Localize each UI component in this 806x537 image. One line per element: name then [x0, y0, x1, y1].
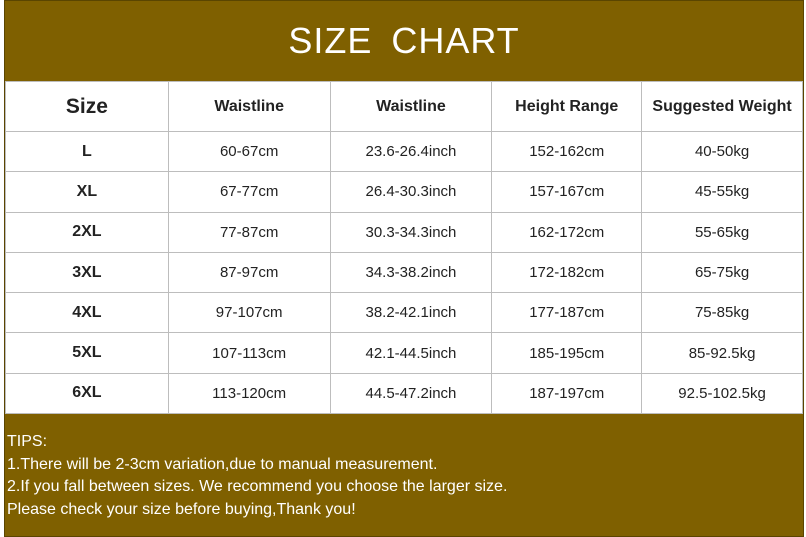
value-cell: 40-50kg — [641, 130, 803, 173]
size-cell: XL — [5, 171, 169, 213]
column-header: Suggested Weight — [641, 81, 803, 132]
column-header: Waistline — [329, 81, 493, 132]
value-cell: 38.2-42.1inch — [329, 292, 493, 334]
value-cell: 97-107cm — [167, 292, 331, 334]
size-chart: SIZE CHART Size Waistline Waistline Height … — [4, 0, 804, 537]
value-cell: 67-77cm — [167, 171, 331, 213]
value-cell: 92.5-102.5kg — [641, 372, 803, 415]
column-header: Size — [5, 81, 169, 132]
tips-section: TIPS: 1.There will be 2-3cm variation,due… — [7, 431, 507, 521]
value-cell: 75-85kg — [641, 292, 803, 334]
tip-line: TIPS: — [7, 433, 48, 450]
tip-line: Please check your size before buying,Tha… — [7, 500, 356, 518]
size-cell: 2XL — [5, 211, 169, 253]
tip-line: 2.If you fall between sizes. We recommen… — [7, 478, 508, 495]
value-cell: 65-75kg — [641, 251, 803, 294]
value-cell: 187-197cm — [491, 372, 643, 415]
tip-line: 1.There will be 2-3cm variation,due to m… — [7, 455, 438, 473]
value-cell: 177-187cm — [491, 292, 643, 334]
size-cell: 5XL — [5, 332, 169, 374]
table-row: L 60-67cm 23.6-26.4inch 152-162cm 40-50kg — [5, 130, 803, 173]
value-cell: 30.3-34.3inch — [329, 211, 493, 253]
header-row: Size Waistline Waistline Height Range Sugges… — [5, 81, 803, 132]
value-cell: 44.5-47.2inch — [329, 372, 493, 415]
value-cell: 23.6-26.4inch — [329, 130, 493, 173]
value-cell: 152-162cm — [491, 130, 643, 173]
value-cell: 42.1-44.5inch — [329, 332, 493, 374]
column-header: Height Range — [491, 81, 643, 132]
size-cell: L — [5, 130, 169, 173]
chart-title: SIZE CHART — [288, 20, 520, 61]
value-cell: 45-55kg — [641, 171, 803, 213]
value-cell: 185-195cm — [491, 332, 643, 374]
size-cell: 6XL — [5, 372, 169, 415]
value-cell: 77-87cm — [167, 211, 331, 253]
size-table: Size Waistline Waistline Height Range Sugges… — [5, 81, 803, 415]
table-row: 3XL 87-97cm 34.3-38.2inch 172-182cm 65-75kg — [5, 251, 803, 294]
value-cell: 26.4-30.3inch — [329, 171, 493, 213]
size-cell: 3XL — [5, 251, 169, 294]
value-cell: 107-113cm — [167, 332, 331, 374]
table-row: 6XL 113-120cm 44.5-47.2inch 187-197cm 92.5-1… — [5, 372, 803, 415]
column-header: Waistline — [167, 81, 331, 132]
value-cell: 85-92.5kg — [641, 332, 803, 374]
value-cell: 162-172cm — [491, 211, 643, 253]
value-cell: 55-65kg — [641, 211, 803, 253]
size-cell: 4XL — [5, 292, 169, 334]
value-cell: 87-97cm — [167, 251, 331, 294]
table-row: 4XL 97-107cm 38.2-42.1inch 177-187cm 75-85kg — [5, 292, 803, 334]
value-cell: 113-120cm — [167, 372, 331, 415]
value-cell: 172-182cm — [491, 251, 643, 294]
value-cell: 157-167cm — [491, 171, 643, 213]
table-row: XL 67-77cm 26.4-30.3inch 157-167cm 45-55kg — [5, 171, 803, 213]
table-row: 2XL 77-87cm 30.3-34.3inch 162-172cm 55-65kg — [5, 211, 803, 253]
value-cell: 34.3-38.2inch — [329, 251, 493, 294]
table-row: 5XL 107-113cm 42.1-44.5inch 185-195cm 85-92.… — [5, 332, 803, 374]
value-cell: 60-67cm — [167, 130, 331, 173]
